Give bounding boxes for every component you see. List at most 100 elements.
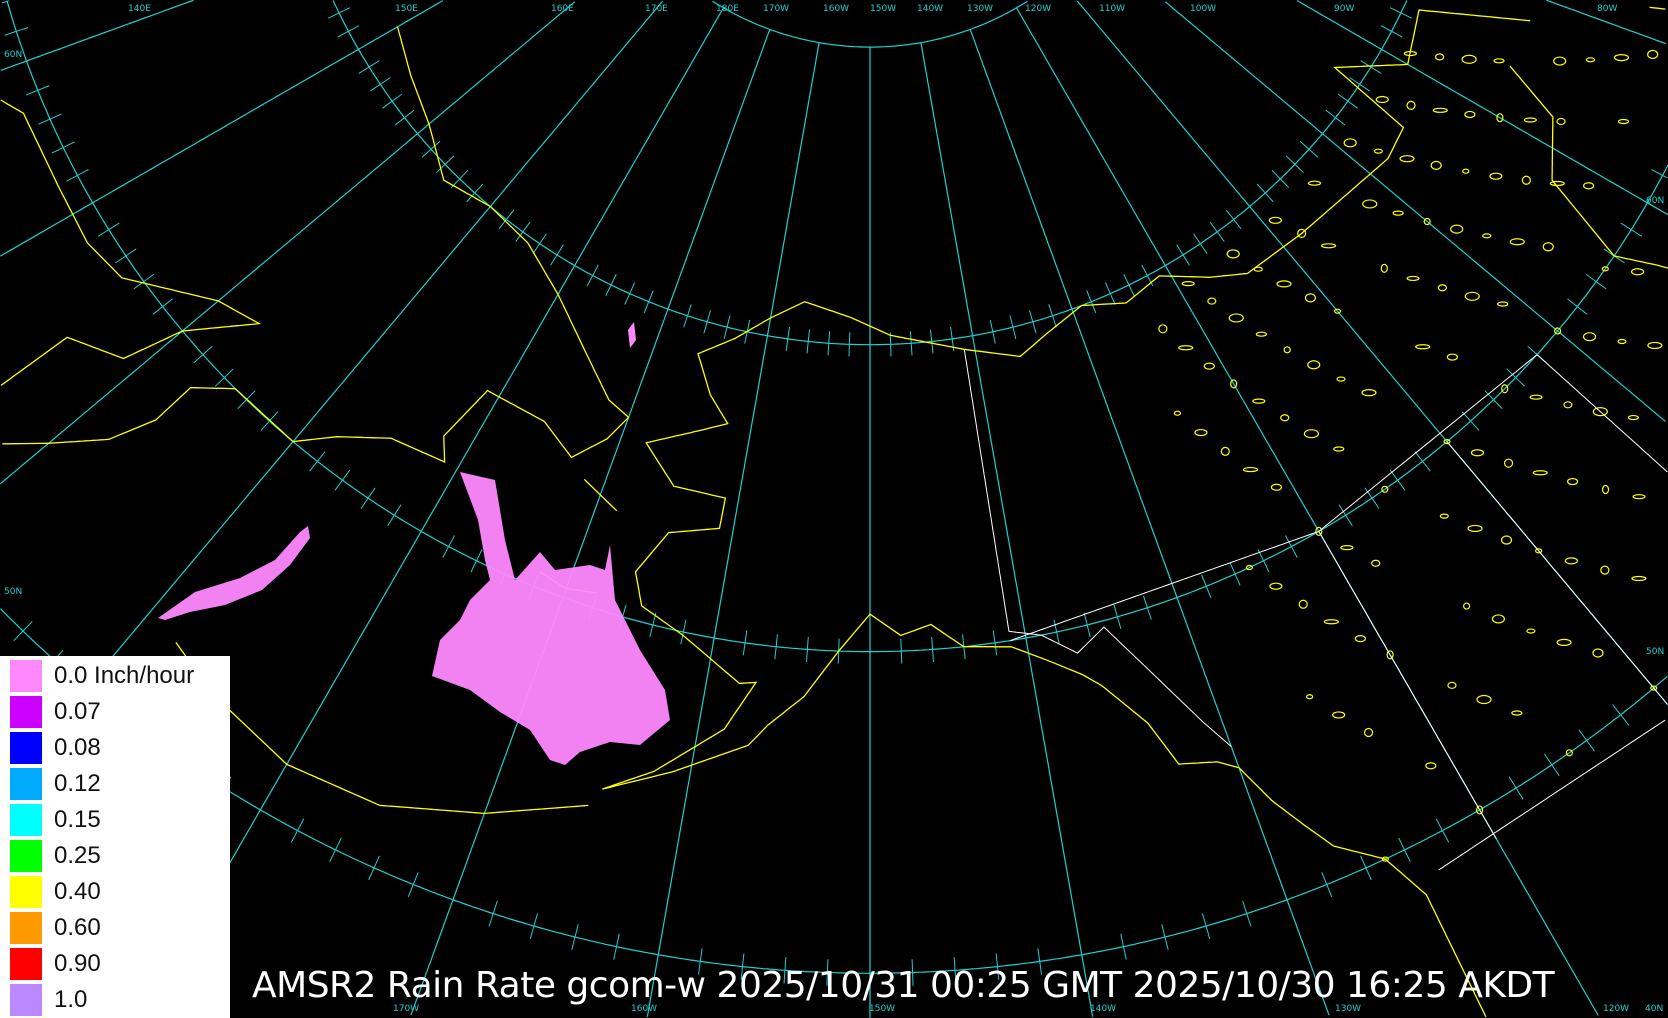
graticule-tick — [1143, 595, 1152, 620]
coastline — [602, 300, 1487, 1018]
graticule-tick — [382, 93, 403, 109]
graticule-tick — [550, 244, 564, 266]
graticule-tick — [1209, 221, 1225, 242]
meridian-line — [1015, 7, 1599, 1016]
lake-outline — [1447, 681, 1457, 689]
lake-outline — [1230, 379, 1238, 389]
lake-outline — [1470, 449, 1485, 457]
graticule-tick — [1285, 155, 1304, 174]
border-line — [1438, 719, 1666, 871]
graticule-tick — [1053, 619, 1060, 645]
lake-outline — [1315, 526, 1323, 536]
lake-outline — [1501, 384, 1509, 394]
graticule-tick — [586, 264, 599, 287]
lake-outline — [1340, 545, 1354, 551]
lake-outline — [1425, 762, 1437, 770]
legend-item: 0.90 — [10, 948, 101, 980]
lake-outline — [1554, 327, 1562, 335]
graticule-tick — [498, 209, 515, 230]
graticule-tick — [532, 233, 547, 254]
parallel-line — [6, 1, 1668, 653]
graticule-tick — [1389, 469, 1406, 491]
graticule-tick — [995, 953, 1000, 980]
meridian-line — [1164, 1, 1666, 422]
lake-outline — [1252, 398, 1266, 404]
graticule-tick — [806, 636, 809, 663]
graticule-tick — [953, 957, 957, 984]
graticule-tick — [370, 77, 391, 92]
graticule-tick — [1414, 451, 1431, 472]
lake-outline — [1307, 360, 1321, 370]
lake-outline — [1386, 650, 1394, 660]
lake-outline — [1482, 233, 1492, 239]
lake-outline — [1242, 466, 1259, 473]
graticule-tick — [989, 319, 996, 344]
graticule-tick — [193, 345, 213, 364]
rain-area-bering-sea — [432, 472, 670, 765]
graticule-tick — [133, 273, 155, 290]
lake-outline — [1631, 575, 1647, 582]
graticule-label: 160E — [551, 4, 574, 14]
graticule-tick — [1578, 729, 1595, 752]
graticule-tick — [51, 141, 75, 154]
graticule-tick — [1161, 924, 1169, 951]
graticule-tick — [66, 169, 89, 182]
graticule-tick — [407, 872, 419, 897]
legend-swatch — [10, 840, 42, 872]
legend-item: 0.0 Inch/hour — [10, 660, 194, 692]
lake-outline — [1321, 243, 1337, 249]
graticule-tick — [703, 310, 711, 334]
lake-outline — [1613, 54, 1630, 62]
lake-outline — [1601, 484, 1610, 495]
graticule-tick — [1271, 169, 1290, 188]
lake-outline — [1178, 345, 1194, 351]
border-line — [1446, 441, 1668, 705]
graticule-tick — [826, 959, 829, 986]
legend-label: 0.40 — [54, 878, 101, 905]
graticule-label: 140W — [1090, 1004, 1117, 1014]
graticule-tick — [1398, 837, 1411, 863]
graticule-tick — [740, 953, 745, 980]
graticule-tick — [1104, 282, 1116, 305]
meridian-line — [1546, 0, 1667, 45]
lake-outline — [1565, 749, 1573, 757]
lake-outline — [1255, 331, 1267, 337]
lake-outline — [1582, 332, 1597, 342]
graticule-tick — [1338, 504, 1353, 527]
graticule-tick — [1242, 900, 1252, 927]
coastline — [2, 26, 630, 464]
lake-outline — [1583, 182, 1595, 190]
lake-outline — [1521, 175, 1531, 185]
lake-outline — [1220, 446, 1230, 456]
graticule-tick — [1360, 60, 1382, 74]
lake-outline — [1392, 210, 1404, 216]
graticule-tick — [38, 113, 62, 125]
graticule-label: 110W — [1099, 4, 1126, 14]
lake-outline — [1443, 439, 1451, 445]
lake-outline — [1343, 138, 1357, 148]
graticule-tick — [4, 27, 29, 36]
graticule-tick — [1349, 77, 1370, 92]
graticule-label: 170W — [393, 1004, 420, 1014]
legend-item: 1.0 — [10, 984, 87, 1016]
graticule-tick — [683, 304, 692, 328]
lake-outline — [1553, 56, 1567, 66]
legend-swatch — [10, 876, 42, 908]
legend-label: 1.0 — [54, 986, 88, 1013]
graticule-tick — [909, 331, 913, 356]
lake-outline — [1461, 54, 1477, 64]
lake-outline — [1381, 485, 1389, 493]
graticule-label: 150E — [395, 4, 418, 14]
lake-outline — [1268, 216, 1282, 224]
graticule-tick — [1256, 183, 1274, 203]
lake-outline — [1361, 389, 1377, 397]
lake-outline — [1511, 710, 1523, 716]
lake-outline — [1228, 313, 1244, 323]
graticule-tick — [515, 221, 531, 242]
lake-outline — [1437, 284, 1447, 292]
graticule-tick — [1620, 222, 1643, 237]
lake-outline — [1336, 376, 1346, 382]
coastline — [0, 99, 262, 386]
lake-outline — [1467, 524, 1483, 533]
legend-item: 0.15 — [10, 804, 101, 836]
